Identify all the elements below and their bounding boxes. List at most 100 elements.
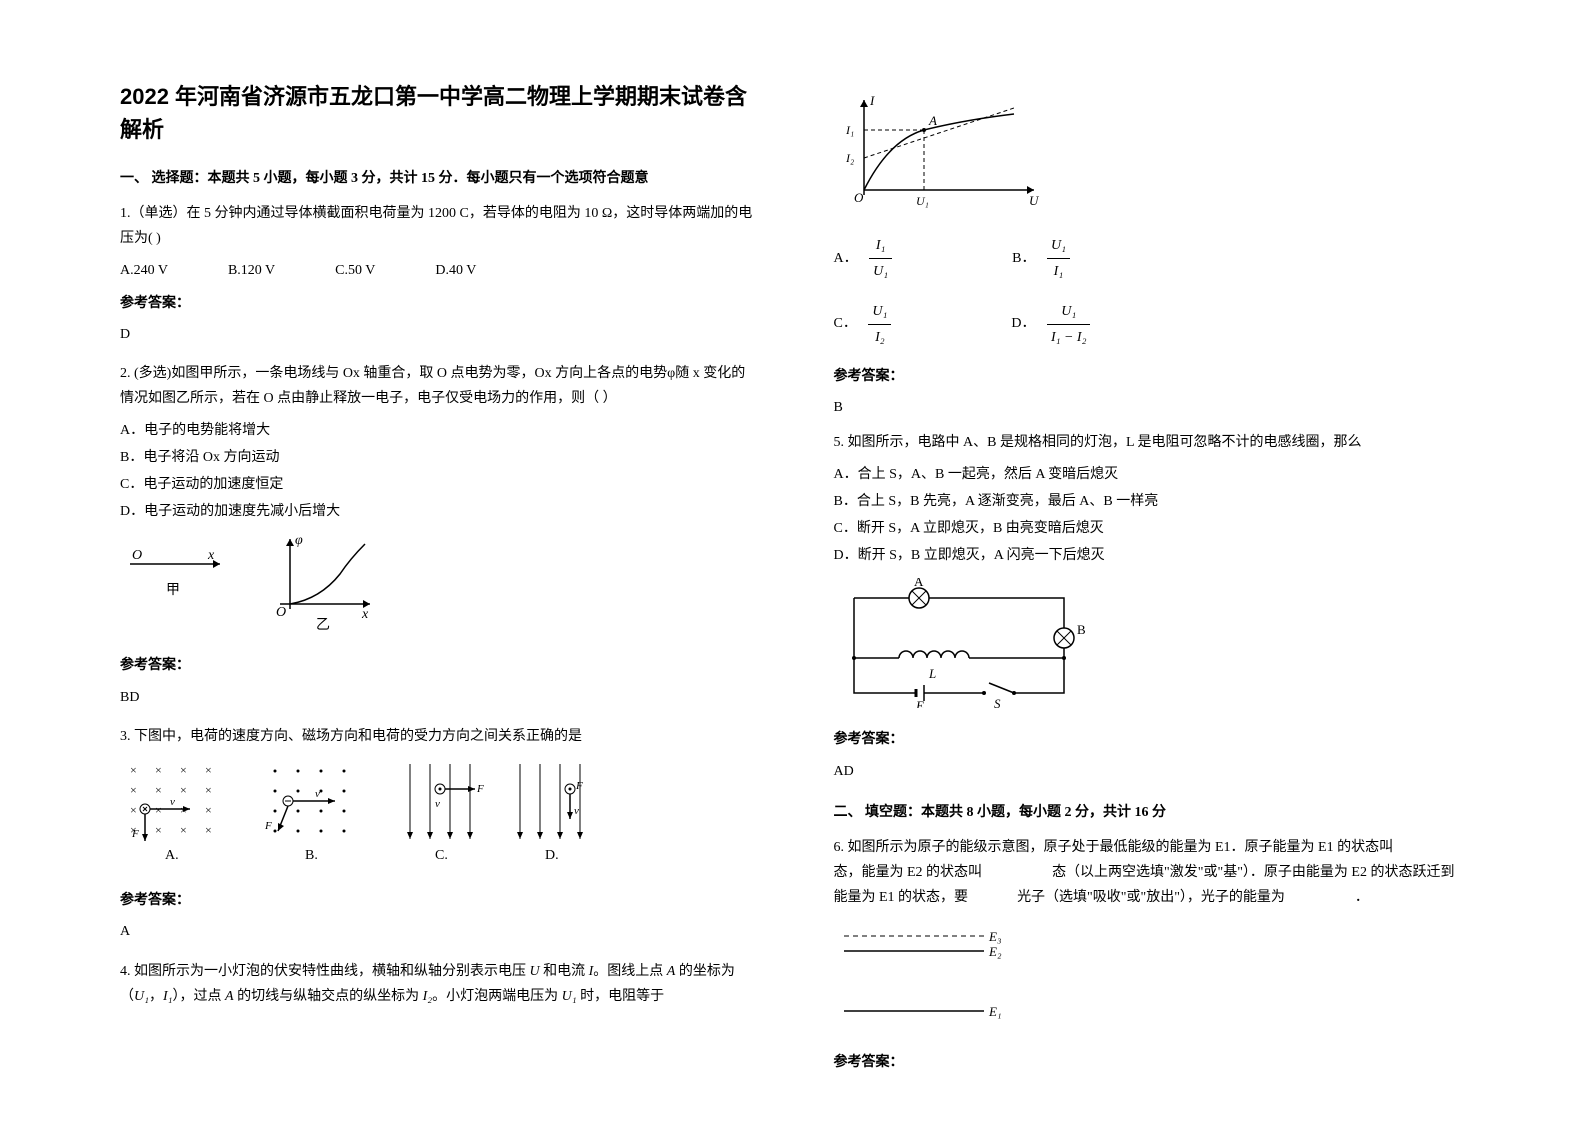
svg-text:×: × [155, 763, 162, 777]
q1-answer: D [120, 322, 754, 347]
q2-opt-d: D．电子运动的加速度先减小后增大 [120, 499, 754, 524]
svg-text:×: × [205, 823, 212, 837]
q4-chart-svg: A I₁ I₂ U₁ O U I [834, 90, 1054, 210]
q6-answer-label: 参考答案： [834, 1050, 1468, 1075]
q4-answer: B [834, 395, 1468, 420]
q6-t4: 光子（选填"吸收"或"放出"），光子的能量为 [1017, 890, 1285, 905]
question-2: 2. (多选)如图甲所示，一条电场线与 Ox 轴重合，取 O 点电势为零，Ox … [120, 361, 754, 710]
svg-text:v: v [435, 798, 440, 810]
q4-t2: 和电流 [540, 964, 589, 979]
q4-opt-c-label: C． [834, 316, 857, 331]
svg-text:v: v [574, 805, 579, 817]
section-1-heading: 一、 选择题：本题共 5 小题，每小题 3 分，共计 15 分．每小题只有一个选… [120, 166, 754, 191]
q6-e1: E₁ [988, 1004, 1001, 1019]
q2-opt-b: B．电子将沿 Ox 方向运动 [120, 445, 754, 470]
question-4-text: 4. 如图所示为一小灯泡的伏安特性曲线，横轴和纵轴分别表示电压 U 和电流 I。… [120, 959, 754, 1009]
q1-text: 1.（单选）在 5 分钟内通过导体横截面积电荷量为 1200 C，若导体的电阻为… [120, 201, 754, 251]
q4-U1b: U₁ [562, 989, 577, 1004]
q5-label-s: S [994, 696, 1001, 708]
svg-text:v: v [170, 796, 175, 808]
q4-frac-a-den: U₁ [869, 259, 892, 284]
q1-opt-b: B.120 V [228, 258, 275, 283]
q2-answer: BD [120, 685, 754, 710]
q4-t1: 4. 如图所示为一小灯泡的伏安特性曲线，横轴和纵轴分别表示电压 [120, 964, 530, 979]
q2-opt-a: A．电子的电势能将增大 [120, 418, 754, 443]
q4-I2: I₂ [423, 989, 433, 1004]
q4-frac-c-num: U₁ [868, 299, 891, 325]
q5-label-e: E [915, 698, 924, 708]
q4-opt-a-label: A． [834, 251, 858, 266]
q2-svg: O x 甲 O x φ 乙 [120, 534, 380, 634]
q3-label-d: D. [545, 848, 559, 863]
svg-text:×: × [130, 803, 137, 817]
page-title: 2022 年河南省济源市五龙口第一中学高二物理上学期期末试卷含解析 [120, 80, 754, 146]
q5-opt-d: D．断开 S，B 立即熄灭，A 闪亮一下后熄灭 [834, 543, 1468, 568]
q1-opt-a: A.240 V [120, 258, 168, 283]
q3-label-a: A. [165, 848, 179, 863]
q4-t8: 时，电阻等于 [577, 989, 665, 1004]
q4-opt-b-label: B． [1012, 251, 1035, 266]
svg-text:F: F [264, 820, 272, 832]
question-5: 5. 如图所示，电路中 A、B 是规格相同的灯泡，L 是电阻可忽略不计的电感线圈… [834, 430, 1468, 784]
q1-opt-c: C.50 V [335, 258, 375, 283]
q4-frac-d-den: I₁ − I₂ [1047, 325, 1091, 350]
chart-i1: I₁ [845, 123, 854, 137]
chart-point-a: A [928, 113, 937, 128]
q4-t6: 的切线与纵轴交点的纵坐标为 [234, 989, 423, 1004]
q2-answer-label: 参考答案： [120, 653, 754, 678]
q4-U: U [530, 964, 540, 979]
svg-text:v: v [315, 788, 320, 800]
q3-answer-label: 参考答案： [120, 888, 754, 913]
q5-circuit: A B S E [834, 578, 1468, 717]
svg-text:O: O [276, 605, 286, 620]
svg-text:F: F [575, 780, 583, 792]
q1-opt-d: D.40 V [435, 258, 476, 283]
q5-opt-c: C．断开 S，A 立即熄灭，B 由亮变暗后熄灭 [834, 516, 1468, 541]
q4-U1: U₁ [134, 989, 149, 1004]
q4-I1: I₁ [163, 989, 173, 1004]
q4-opt-d: D． U₁I₁ − I₂ [1011, 299, 1090, 350]
q5-label-l: L [928, 666, 936, 681]
svg-text:×: × [205, 803, 212, 817]
q4-frac-b-num: U₁ [1047, 233, 1070, 259]
chart-xlabel: U [1029, 193, 1040, 208]
question-6: 6. 如图所示为原子的能级示意图，原子处于最低能级的能量为 E1．原子能量为 E… [834, 835, 1468, 1075]
q6-e2: E₂ [988, 944, 1002, 959]
section-2-heading: 二、 填空题：本题共 8 小题，每小题 2 分，共计 16 分 [834, 800, 1468, 825]
q2-text: 2. (多选)如图甲所示，一条电场线与 Ox 轴重合，取 O 点电势为零，Ox … [120, 361, 754, 411]
q6-t1: 6. 如图所示为原子的能级示意图，原子处于最低能级的能量为 E1．原子能量为 E… [834, 840, 1394, 855]
svg-text:×: × [130, 783, 137, 797]
q5-label-b: B [1077, 622, 1086, 637]
q2-opt-c: C．电子运动的加速度恒定 [120, 472, 754, 497]
q2-caption-a: 甲 [166, 583, 180, 598]
svg-text:O: O [132, 548, 142, 563]
q3-label-b: B. [305, 848, 318, 863]
q6-b3 [972, 890, 1014, 905]
question-1: 1.（单选）在 5 分钟内通过导体横截面积电荷量为 1200 C，若导体的电阻为… [120, 201, 754, 347]
q4-t3: 。图线上点 [593, 964, 667, 979]
q4-t5: ），过点 [173, 989, 226, 1004]
q5-circuit-svg: A B S E [834, 578, 1094, 708]
svg-text:x: x [207, 548, 215, 563]
chart-ylabel: I [869, 93, 875, 108]
q6-t5: ． [1355, 890, 1369, 905]
q5-opt-b: B．合上 S，B 先亮，A 逐渐变亮，最后 A、B 一样亮 [834, 489, 1468, 514]
q5-label-a: A [914, 578, 924, 589]
q6-b4 [1288, 890, 1351, 905]
svg-text:×: × [155, 803, 162, 817]
svg-text:φ: φ [295, 534, 303, 548]
q6-e3: E₃ [988, 929, 1001, 944]
q4-frac-b-den: I₁ [1047, 259, 1070, 284]
q3-answer: A [120, 919, 754, 944]
q1-options: A.240 V B.120 V C.50 V D.40 V [120, 258, 754, 283]
q4-chart: A I₁ I₂ U₁ O U I [834, 90, 1468, 219]
q4-options-row2: C． U₁I₂ D． U₁I₁ − I₂ [834, 299, 1468, 350]
q4-options-row1: A． I₁U₁ B． U₁I₁ [834, 233, 1468, 284]
left-column: 2022 年河南省济源市五龙口第一中学高二物理上学期期末试卷含解析 一、 选择题… [100, 80, 794, 1042]
svg-text:×: × [155, 783, 162, 797]
svg-text:×: × [130, 763, 137, 777]
svg-text:F: F [131, 828, 139, 840]
q5-opt-a: A．合上 S，A、B 一起亮，然后 A 变暗后熄灭 [834, 462, 1468, 487]
q4-frac-d-num: U₁ [1047, 299, 1091, 325]
q5-text: 5. 如图所示，电路中 A、B 是规格相同的灯泡，L 是电阻可忽略不计的电感线圈… [834, 430, 1468, 455]
